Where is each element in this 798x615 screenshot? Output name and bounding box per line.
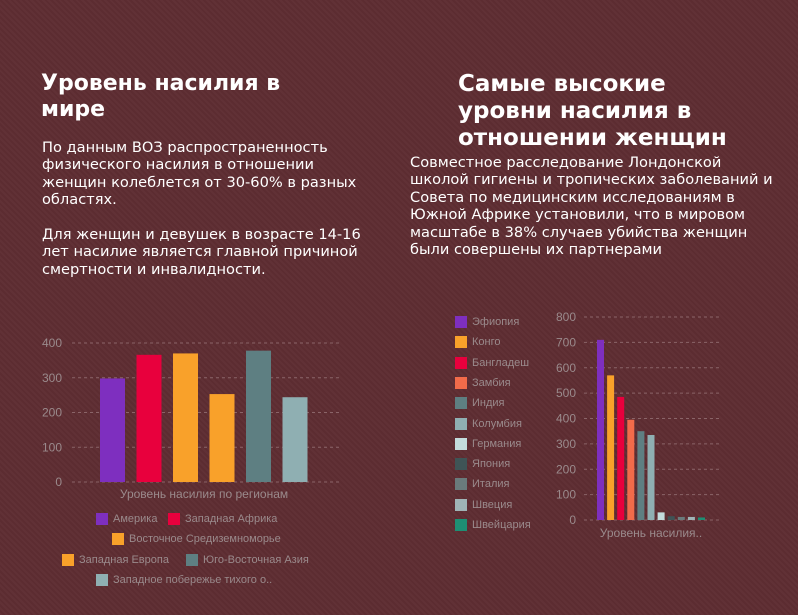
right-chart-bar (617, 396, 625, 520)
left-chart-legend-label: Западная Европа (79, 554, 169, 566)
right-chart-legend-swatch (455, 397, 467, 410)
right-chart-legend-item: Конго (455, 336, 501, 349)
right-chart-y-tick-label: 100 (556, 488, 576, 502)
right-paragraph-1: Совместное расследование Лондонской школ… (410, 154, 773, 259)
right-chart-legend-swatch (455, 458, 467, 471)
right-chart-legend-label: Германия (472, 437, 522, 450)
left-chart-legend-item: Западное побережье тихого о.. (96, 574, 272, 586)
left-chart-bar (173, 353, 198, 482)
right-chart-legend-item: Бангладеш (455, 356, 530, 369)
right-chart-legend-item: Колумбия (455, 417, 522, 430)
right-chart-legend-swatch (455, 498, 467, 511)
right-chart-legend-label: Швейцария (472, 519, 531, 531)
left-chart-legend-swatch (112, 533, 124, 545)
right-chart-legend-item: Эфиопия (455, 316, 519, 328)
right-chart-legend-item: Япония (455, 458, 511, 471)
right-chart-legend-item: Италия (455, 478, 510, 491)
right-chart-legend-label: Индия (472, 397, 505, 410)
left-paragraph-2: Для женщин и девушек в возрасте 14-16 ле… (42, 226, 361, 278)
left-chart-bar (246, 350, 271, 482)
right-chart-legend-swatch (455, 316, 467, 328)
right-chart-bar (698, 517, 705, 520)
right-chart-y-tick-label: 600 (556, 361, 576, 375)
left-chart-legend-item: Америка (96, 513, 157, 525)
left-chart-bar (282, 397, 308, 482)
left-chart-legend-label: Америка (113, 513, 158, 525)
right-chart-legend-item: Германия (455, 437, 522, 450)
left-chart-legend-swatch (96, 574, 108, 586)
right-title: Самые высокие уровни насилия в отношении… (458, 71, 727, 151)
left-chart-legend-item: Юго-Восточная Азия (186, 554, 309, 566)
right-chart-bar (597, 339, 604, 520)
right-chart-legend-label: Конго (472, 336, 501, 349)
left-chart-legend-swatch (168, 513, 180, 525)
left-chart-legend-label: Западное побережье тихого о.. (113, 574, 273, 586)
left-chart-bar (209, 394, 235, 482)
right-chart-legend-item: Швейцария (455, 519, 531, 531)
left-chart-bar (100, 378, 125, 482)
left-chart-y-tick-label: 0 (55, 475, 62, 489)
right-chart-legend-swatch (455, 417, 467, 430)
left-chart-legend-item: Восточное Средиземноморье (112, 533, 281, 545)
left-chart-y-tick-label: 300 (42, 371, 62, 385)
left-chart-legend-item: Западная Африка (168, 513, 277, 525)
right-chart-y-tick-label: 800 (556, 310, 576, 324)
left-chart-legend-label: Восточное Средиземноморье (129, 533, 281, 545)
left-chart-legend-swatch (96, 513, 108, 525)
right-chart-bar (647, 434, 655, 520)
left-chart-y-tick-label: 100 (42, 440, 62, 454)
right-chart-legend-label: Швеция (472, 498, 513, 511)
right-chart-bar (677, 516, 685, 520)
left-chart-legend-label: Западная Африка (185, 513, 278, 525)
right-chart-y-tick-label: 0 (569, 513, 576, 527)
right-chart-legend-label: Япония (472, 458, 511, 471)
left-chart-y-tick-label: 400 (42, 336, 62, 350)
left-chart-legend-swatch (186, 554, 198, 566)
left-chart-legend-item: Западная Европа (62, 554, 169, 566)
right-chart-bar (637, 431, 645, 520)
right-chart-y-tick-label: 700 (556, 335, 576, 349)
right-chart-legend-swatch (455, 478, 467, 491)
right-chart-bar (657, 512, 665, 520)
right-chart-legend-swatch (455, 336, 467, 349)
right-chart-x-axis-label: Уровень насилия.. (600, 526, 702, 540)
left-chart-legend-label: Юго-Восточная Азия (203, 554, 309, 566)
left-chart-x-axis-label: Уровень насилия по регионам (120, 487, 288, 501)
left-title: Уровень насилия в мире (41, 71, 281, 122)
right-chart-legend-swatch (455, 437, 467, 450)
right-chart-legend-item: Индия (455, 397, 505, 410)
right-chart-bar (627, 419, 635, 520)
right-chart-bar (607, 375, 615, 520)
right-chart-legend-swatch (455, 519, 467, 531)
left-chart-bar (136, 354, 162, 482)
right-chart-legend-item: Швеция (455, 498, 513, 511)
right-chart-bar (687, 516, 695, 520)
right-chart-y-tick-label: 400 (556, 412, 576, 426)
right-chart-y-tick-label: 300 (556, 437, 576, 451)
left-paragraph-1: По данным ВОЗ распространенность физичес… (42, 139, 357, 209)
right-chart-legend-label: Бангладеш (472, 356, 530, 369)
right-chart-legend-label: Колумбия (472, 417, 522, 430)
left-chart-y-tick-label: 200 (42, 406, 62, 420)
right-chart-legend-swatch (455, 376, 467, 389)
right-chart-bar (667, 516, 675, 520)
right-chart-legend-swatch (455, 356, 467, 369)
right-chart-y-tick-label: 500 (556, 386, 576, 400)
left-chart-legend-swatch (62, 554, 74, 566)
right-chart-legend-label: Эфиопия (472, 316, 520, 328)
right-chart-y-tick-label: 200 (556, 462, 576, 476)
right-chart-legend-item: Замбия (455, 376, 511, 389)
right-chart-legend-label: Замбия (472, 376, 511, 389)
right-chart-legend-label: Италия (472, 478, 510, 491)
